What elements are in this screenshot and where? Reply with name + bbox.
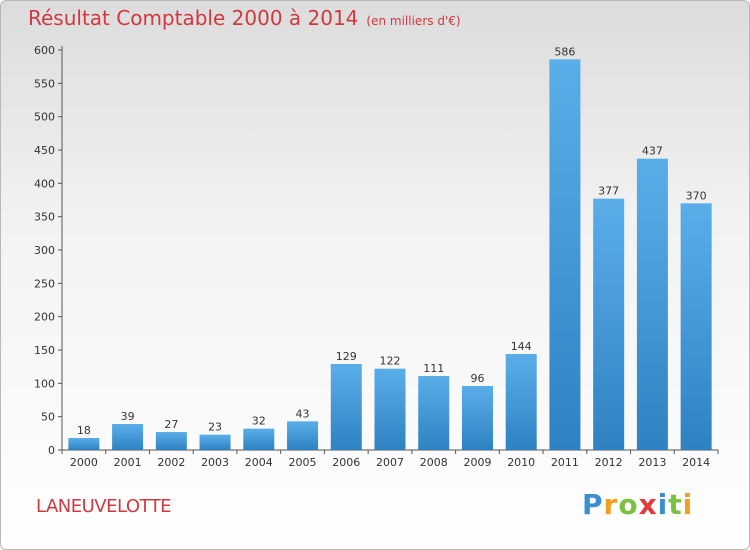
logo-letter: i bbox=[657, 488, 669, 521]
logo-letter: x bbox=[638, 488, 658, 521]
x-tick-label: 2005 bbox=[289, 456, 317, 469]
chart-header: Résultat Comptable 2000 à 2014 (en millie… bbox=[28, 6, 461, 30]
bar-value-label: 96 bbox=[470, 372, 484, 385]
chart-unit: (en milliers d'€) bbox=[366, 14, 461, 28]
proxiti-logo[interactable]: Proxiti bbox=[582, 488, 693, 521]
bar bbox=[68, 438, 100, 450]
bar-value-label: 43 bbox=[296, 407, 310, 420]
logo-letter: i bbox=[682, 488, 694, 521]
chart-title: Résultat Comptable 2000 à 2014 bbox=[28, 6, 359, 30]
y-tick-label: 550 bbox=[34, 77, 55, 90]
bar-value-label: 122 bbox=[380, 355, 401, 368]
bar bbox=[680, 203, 712, 450]
y-tick-label: 100 bbox=[34, 377, 55, 390]
bar bbox=[505, 354, 537, 450]
bar bbox=[199, 434, 231, 450]
y-tick-label: 350 bbox=[34, 211, 55, 224]
x-tick-label: 2013 bbox=[638, 456, 666, 469]
bar bbox=[374, 368, 406, 450]
x-tick-label: 2007 bbox=[376, 456, 404, 469]
x-tick-label: 2002 bbox=[157, 456, 185, 469]
x-tick-label: 2004 bbox=[245, 456, 273, 469]
logo-letter: P bbox=[582, 488, 604, 521]
bar-value-label: 18 bbox=[77, 424, 91, 437]
bar-value-label: 23 bbox=[208, 421, 222, 434]
logo-letter: t bbox=[668, 488, 683, 521]
y-tick-label: 500 bbox=[34, 111, 55, 124]
bar-value-label: 39 bbox=[121, 410, 135, 423]
y-tick-label: 400 bbox=[34, 177, 55, 190]
bar-value-label: 27 bbox=[164, 418, 178, 431]
y-tick-label: 200 bbox=[34, 311, 55, 324]
bar-value-label: 111 bbox=[423, 362, 444, 375]
bar-value-label: 586 bbox=[554, 45, 575, 58]
x-tick-label: 2011 bbox=[551, 456, 579, 469]
x-tick-label: 2003 bbox=[201, 456, 229, 469]
y-tick-label: 50 bbox=[41, 411, 55, 424]
y-tick-label: 250 bbox=[34, 277, 55, 290]
y-tick-label: 150 bbox=[34, 344, 55, 357]
x-tick-label: 2001 bbox=[114, 456, 142, 469]
bar-value-label: 144 bbox=[511, 340, 532, 353]
y-tick-label: 450 bbox=[34, 144, 55, 157]
bar bbox=[461, 386, 493, 450]
bar-value-label: 32 bbox=[252, 415, 266, 428]
x-tick-label: 2009 bbox=[463, 456, 491, 469]
logo-letter: o bbox=[618, 488, 639, 521]
bar bbox=[636, 158, 668, 450]
commune-name: LANEUVELOTTE bbox=[36, 496, 172, 517]
y-tick-label: 600 bbox=[34, 44, 55, 57]
bar bbox=[243, 428, 275, 450]
x-tick-label: 2012 bbox=[595, 456, 623, 469]
y-tick-label: 300 bbox=[34, 244, 55, 257]
bar-value-label: 370 bbox=[686, 189, 707, 202]
logo-letter: r bbox=[603, 488, 619, 521]
bar-value-label: 129 bbox=[336, 350, 357, 363]
bar bbox=[330, 364, 362, 450]
x-tick-label: 2010 bbox=[507, 456, 535, 469]
bar-value-label: 437 bbox=[642, 145, 663, 158]
bar bbox=[112, 424, 144, 450]
bar bbox=[418, 376, 450, 450]
x-tick-label: 2000 bbox=[70, 456, 98, 469]
x-tick-label: 2008 bbox=[420, 456, 448, 469]
bar bbox=[549, 59, 581, 450]
bar-value-label: 377 bbox=[598, 185, 619, 198]
bar bbox=[593, 198, 625, 450]
bar bbox=[155, 432, 187, 450]
x-tick-label: 2006 bbox=[332, 456, 360, 469]
y-tick-label: 0 bbox=[48, 444, 55, 457]
bar bbox=[287, 421, 319, 450]
x-tick-label: 2014 bbox=[682, 456, 710, 469]
